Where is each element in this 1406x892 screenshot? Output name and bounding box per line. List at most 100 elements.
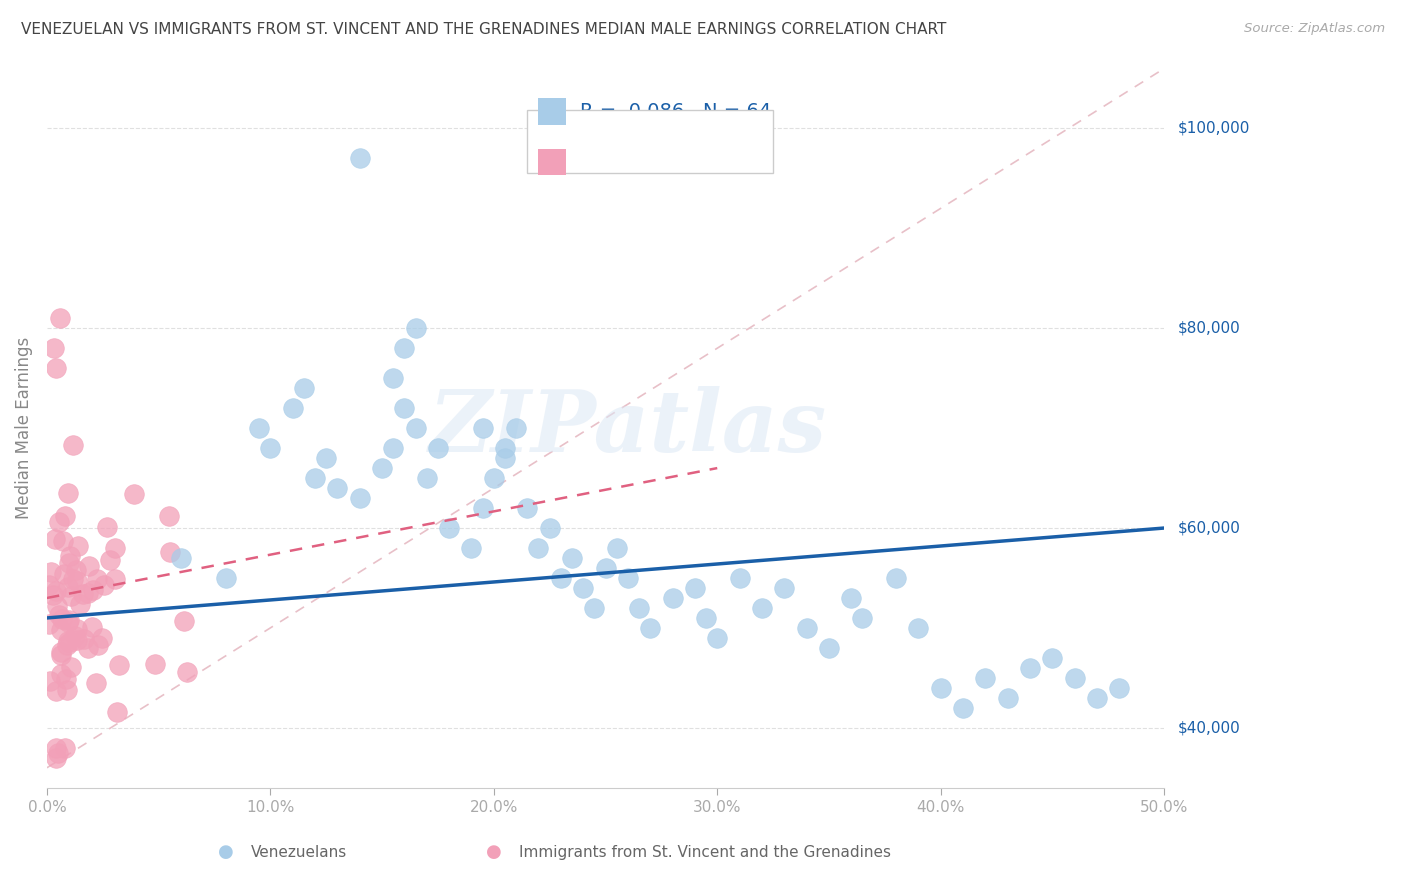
Text: VENEZUELAN VS IMMIGRANTS FROM ST. VINCENT AND THE GRENADINES MEDIAN MALE EARNING: VENEZUELAN VS IMMIGRANTS FROM ST. VINCEN… (21, 22, 946, 37)
Point (80, 620, 103, 634)
Point (45, 361, 67, 376)
Point (90, 632, 112, 646)
Point (304, 471, 326, 485)
Point (505, 421, 527, 435)
Point (66, 622, 89, 636)
Point (371, 461, 394, 475)
Point (59, 635, 82, 649)
Point (96, 519, 118, 533)
Point (405, 421, 427, 435)
Point (1042, 651, 1064, 665)
Point (65, 563, 87, 577)
Point (104, 541, 127, 556)
Point (494, 441, 516, 455)
Point (62, 572, 84, 586)
Point (550, 571, 572, 585)
Point (63, 629, 86, 643)
Point (51, 645, 73, 659)
Point (52, 567, 75, 582)
Text: $100,000: $100,000 (1178, 121, 1250, 136)
Point (66, 632, 89, 647)
Point (572, 581, 595, 595)
Point (482, 471, 505, 485)
Point (56, 638, 79, 652)
Point (952, 701, 974, 715)
Point (751, 601, 773, 615)
Point (281, 401, 304, 416)
Point (929, 681, 952, 695)
Point (105, 705, 128, 719)
Point (87, 638, 110, 652)
Point (728, 571, 751, 585)
Point (326, 481, 349, 495)
Point (974, 671, 997, 685)
Point (527, 541, 550, 555)
Point (104, 572, 127, 586)
Point (907, 621, 929, 635)
Point (773, 581, 796, 595)
Point (426, 441, 449, 455)
Point (59, 589, 82, 603)
Point (170, 551, 193, 566)
Point (292, 381, 315, 395)
Point (48, 607, 70, 622)
Point (77, 641, 100, 656)
Point (516, 501, 538, 516)
Point (59, 549, 82, 563)
Point (45, 584, 67, 599)
Point (98, 553, 121, 567)
Point (382, 441, 405, 455)
Point (349, 152, 371, 166)
Point (58, 556, 80, 570)
Point (62, 438, 84, 452)
Point (695, 611, 717, 625)
Point (46, 746, 69, 760)
Point (72, 632, 94, 646)
Point (49, 648, 72, 662)
Point (53, 509, 76, 524)
Point (59, 659, 82, 673)
Text: ●: ● (218, 844, 233, 862)
Text: ZIPatlas: ZIPatlas (429, 386, 827, 470)
Point (583, 601, 606, 615)
Point (1019, 661, 1042, 675)
Point (107, 658, 129, 673)
Point (661, 591, 683, 605)
Point (38, 578, 60, 592)
Point (538, 521, 561, 535)
Point (44, 532, 66, 546)
Point (349, 491, 371, 505)
Point (45, 751, 67, 765)
Point (42, 341, 65, 355)
Point (1063, 671, 1085, 685)
Text: $60,000: $60,000 (1178, 521, 1241, 535)
Point (58, 486, 80, 500)
Point (51, 612, 73, 626)
Point (159, 509, 181, 524)
Point (143, 657, 166, 671)
Point (176, 665, 198, 679)
Point (86, 572, 108, 586)
Point (394, 341, 416, 355)
Point (66, 574, 89, 588)
Point (394, 401, 416, 416)
Point (628, 601, 651, 615)
Point (839, 591, 862, 605)
Point (460, 541, 482, 555)
Point (315, 451, 337, 466)
Point (45, 740, 67, 755)
Point (39, 673, 62, 688)
Point (77, 559, 100, 574)
Point (416, 471, 439, 485)
Text: Source: ZipAtlas.com: Source: ZipAtlas.com (1244, 22, 1385, 36)
Point (51, 667, 73, 681)
Point (796, 621, 818, 635)
Point (437, 521, 460, 535)
Point (56, 615, 79, 629)
Point (159, 545, 181, 559)
Point (53, 740, 76, 755)
Point (405, 321, 427, 335)
Point (67, 539, 90, 553)
Point (471, 501, 494, 516)
Point (49, 311, 72, 326)
